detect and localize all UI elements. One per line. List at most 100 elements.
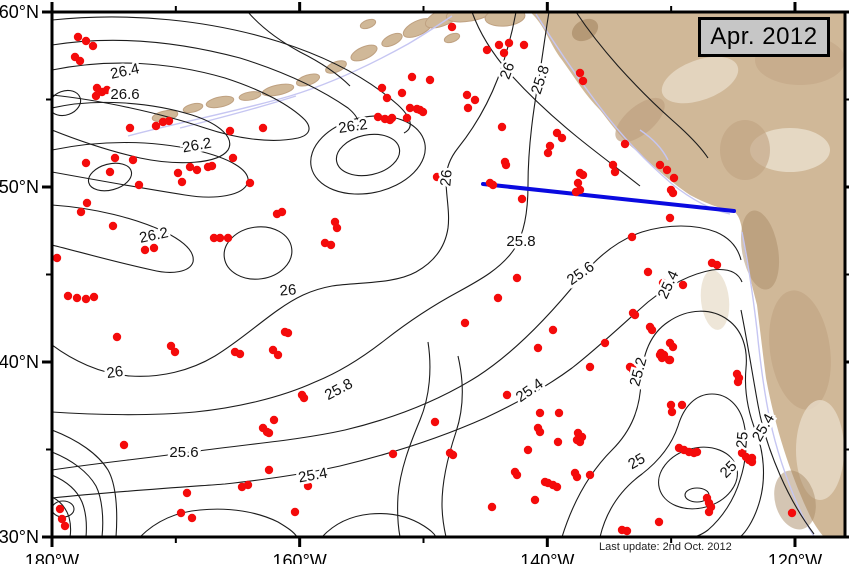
float-dot xyxy=(662,165,672,175)
contour-value-label: 26 xyxy=(105,363,124,382)
float-dot xyxy=(382,93,392,103)
contour-ring xyxy=(52,89,82,117)
shelf-outline xyxy=(639,129,669,161)
contour-value-label: 25.8 xyxy=(506,233,535,250)
float-dot xyxy=(182,488,192,498)
terrain-shading xyxy=(740,210,780,290)
float-dot xyxy=(55,504,65,514)
float-dot xyxy=(535,408,545,418)
float-dot xyxy=(572,472,582,482)
contour-ring xyxy=(335,133,401,177)
float-dot xyxy=(669,173,679,183)
ship-track-line xyxy=(481,182,736,213)
float-dot xyxy=(377,83,387,93)
aleutian-island xyxy=(424,12,464,29)
float-dot xyxy=(187,513,197,523)
contour-ring xyxy=(223,226,293,280)
float-dot xyxy=(630,310,640,320)
float-dot xyxy=(692,447,702,457)
float-dot xyxy=(666,400,676,410)
date-label-box: Apr. 2012 xyxy=(698,17,830,57)
shelf-outline xyxy=(127,15,453,137)
float-dot xyxy=(405,103,415,113)
float-dot xyxy=(643,267,653,277)
float-dot xyxy=(575,68,585,78)
float-dot xyxy=(494,40,504,50)
float-dot xyxy=(81,158,91,168)
aleutian-island xyxy=(381,32,403,48)
float-dot xyxy=(223,233,233,243)
contour-value-label: 26 xyxy=(279,281,297,299)
float-dot xyxy=(149,243,159,253)
float-dot xyxy=(269,415,279,425)
float-dot xyxy=(447,22,457,32)
float-dot xyxy=(575,185,585,195)
aleutian-island xyxy=(350,44,378,62)
float-dot xyxy=(578,170,588,180)
float-dot xyxy=(209,233,219,243)
float-dot xyxy=(668,342,678,352)
float-dot xyxy=(110,153,120,163)
float-dot xyxy=(712,260,722,270)
shelf-outline xyxy=(741,231,815,537)
latitude-label: 50°N xyxy=(0,177,39,197)
contour-value-label: 26 xyxy=(437,169,455,187)
float-dot xyxy=(545,141,555,151)
float-dot xyxy=(125,123,135,133)
float-dot xyxy=(108,221,118,231)
float-dot xyxy=(543,148,553,158)
float-dot xyxy=(303,481,313,491)
contour-line xyxy=(52,12,550,416)
float-dot xyxy=(151,121,161,131)
float-dot xyxy=(733,377,743,387)
float-dot xyxy=(628,365,638,375)
latitude-label: 30°N xyxy=(0,527,39,547)
date-label: Apr. 2012 xyxy=(710,23,818,50)
float-dot xyxy=(655,160,665,170)
float-dot xyxy=(192,165,202,175)
float-dot xyxy=(665,213,675,223)
float-dot xyxy=(432,172,442,182)
contour-line xyxy=(599,393,747,537)
float-dot xyxy=(482,45,492,55)
float-dot xyxy=(164,116,174,126)
float-dot xyxy=(552,482,562,492)
float-dot xyxy=(299,393,309,403)
float-dot xyxy=(501,160,511,170)
float-dot xyxy=(387,113,397,123)
float-dot xyxy=(215,233,225,243)
float-dot xyxy=(787,508,797,518)
float-dot xyxy=(678,280,688,290)
float-dot xyxy=(228,153,238,163)
longitude-label: 120°W xyxy=(768,551,822,564)
float-dot xyxy=(530,495,540,505)
float-dot xyxy=(326,240,336,250)
terrain-shading xyxy=(769,290,831,410)
float-dot xyxy=(557,133,567,143)
contour-line xyxy=(441,355,463,537)
contour-line xyxy=(247,12,351,87)
float-dot xyxy=(207,161,217,171)
float-dot xyxy=(497,122,507,132)
contour-line xyxy=(139,508,298,537)
float-dot xyxy=(600,338,610,348)
longitude-label: 140°W xyxy=(520,551,574,564)
float-dot xyxy=(499,48,509,58)
float-dot xyxy=(235,349,245,359)
aleutian-island xyxy=(205,95,235,109)
contour-line xyxy=(321,513,437,537)
float-dot xyxy=(504,38,514,48)
float-dot xyxy=(258,123,268,133)
float-dot xyxy=(418,107,428,117)
latitude-label: 40°N xyxy=(0,352,39,372)
float-dot xyxy=(430,417,440,427)
contour-line xyxy=(52,101,231,164)
shelf-outline xyxy=(179,95,297,129)
contour-line xyxy=(52,268,743,499)
float-dot xyxy=(283,328,293,338)
float-dot xyxy=(647,325,657,335)
contour-line xyxy=(52,474,87,537)
float-dot xyxy=(608,160,618,170)
